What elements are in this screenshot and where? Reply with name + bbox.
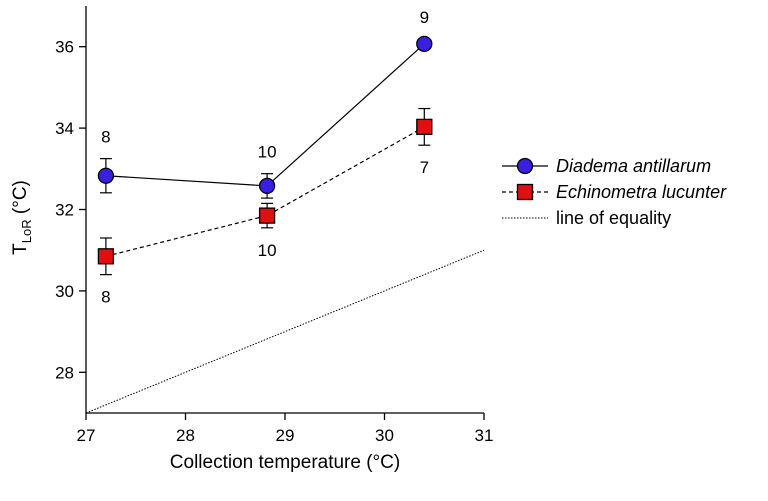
x-tick-label: 30 — [375, 426, 394, 445]
data-point — [258, 207, 276, 224]
y-tick-label: 32 — [55, 201, 74, 220]
y-tick-label: 36 — [55, 38, 74, 57]
legend: Diadema antillarum Echinometra lucunter li… — [502, 156, 727, 228]
x-tick-label: 28 — [176, 426, 195, 445]
sample-size-label: 7 — [420, 158, 429, 177]
plot-area: 8 10 9 8 10 7 — [85, 8, 485, 414]
y-tick-label: 28 — [55, 363, 74, 382]
data-point — [416, 35, 433, 53]
legend-marker — [516, 183, 534, 201]
x-tick-label: 27 — [77, 426, 96, 445]
y-axis-title: TLoR (°C) — [10, 180, 34, 255]
line-of-equality — [85, 249, 485, 414]
data-point — [97, 248, 115, 265]
data-point — [258, 177, 276, 195]
data-point — [97, 167, 115, 184]
y-tick-label: 30 — [55, 282, 74, 301]
legend-item: line of equality — [502, 208, 671, 228]
legend-item: Echinometra lucunter — [502, 182, 727, 202]
legend-item: Diadema antillarum — [502, 156, 711, 176]
sample-size-label: 10 — [258, 143, 277, 162]
axes: 27 28 29 30 31 28 30 32 34 36 Collection temperatu… — [10, 6, 493, 473]
series-line — [105, 43, 425, 187]
sample-size-label: 9 — [420, 8, 429, 27]
series-diadema: 8 10 9 — [97, 8, 433, 199]
data-point — [416, 118, 433, 136]
x-tick-label: 29 — [276, 426, 295, 445]
y-tick-label: 34 — [55, 119, 74, 138]
x-axis-title: Collection temperature (°C) — [170, 452, 400, 473]
x-tick-label: 31 — [475, 426, 494, 445]
legend-label: Diadema antillarum — [556, 156, 711, 176]
sample-size-label: 10 — [258, 241, 277, 260]
sample-size-label: 8 — [101, 128, 110, 147]
legend-label: line of equality — [556, 208, 671, 228]
legend-label: Echinometra lucunter — [556, 182, 727, 202]
sample-size-label: 8 — [101, 288, 110, 307]
legend-marker — [516, 157, 534, 175]
series-echinometra: 8 10 7 — [97, 107, 433, 307]
